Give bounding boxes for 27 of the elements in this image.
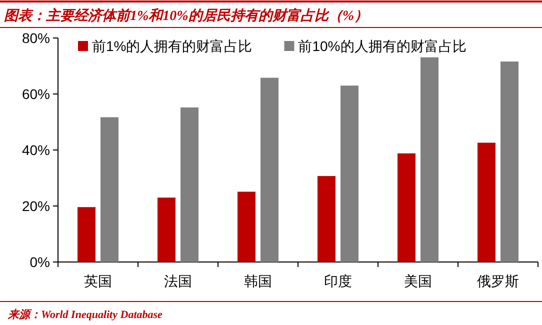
bar — [318, 176, 336, 262]
bar — [398, 153, 416, 262]
y-tick-label: 0% — [30, 254, 50, 270]
x-tick-label: 俄罗斯 — [477, 274, 519, 290]
legend-label: 前1%的人拥有的财富占比 — [92, 38, 252, 54]
bar — [100, 117, 118, 262]
bar — [78, 207, 96, 262]
x-tick-label: 印度 — [324, 274, 352, 290]
chart-title: 图表：主要经济体前1%和10%的居民持有的财富占比（%） — [4, 7, 368, 24]
bar — [420, 57, 438, 262]
y-tick-label: 80% — [22, 30, 50, 46]
bar — [260, 78, 278, 262]
y-tick-label: 60% — [22, 86, 50, 102]
y-tick-label: 40% — [22, 142, 50, 158]
bar — [180, 107, 198, 262]
x-tick-label: 法国 — [164, 274, 192, 290]
x-tick-label: 韩国 — [244, 274, 272, 290]
legend-label: 前10%的人拥有的财富占比 — [298, 38, 466, 54]
x-tick-label: 美国 — [404, 274, 432, 290]
bar — [238, 192, 256, 262]
x-tick-label: 英国 — [84, 274, 112, 290]
bar — [500, 62, 518, 262]
bar — [478, 142, 496, 262]
source-note: 来源：World Inequality Database — [7, 308, 163, 321]
bar — [340, 86, 358, 262]
bar — [158, 198, 176, 262]
y-tick-label: 20% — [22, 198, 50, 214]
